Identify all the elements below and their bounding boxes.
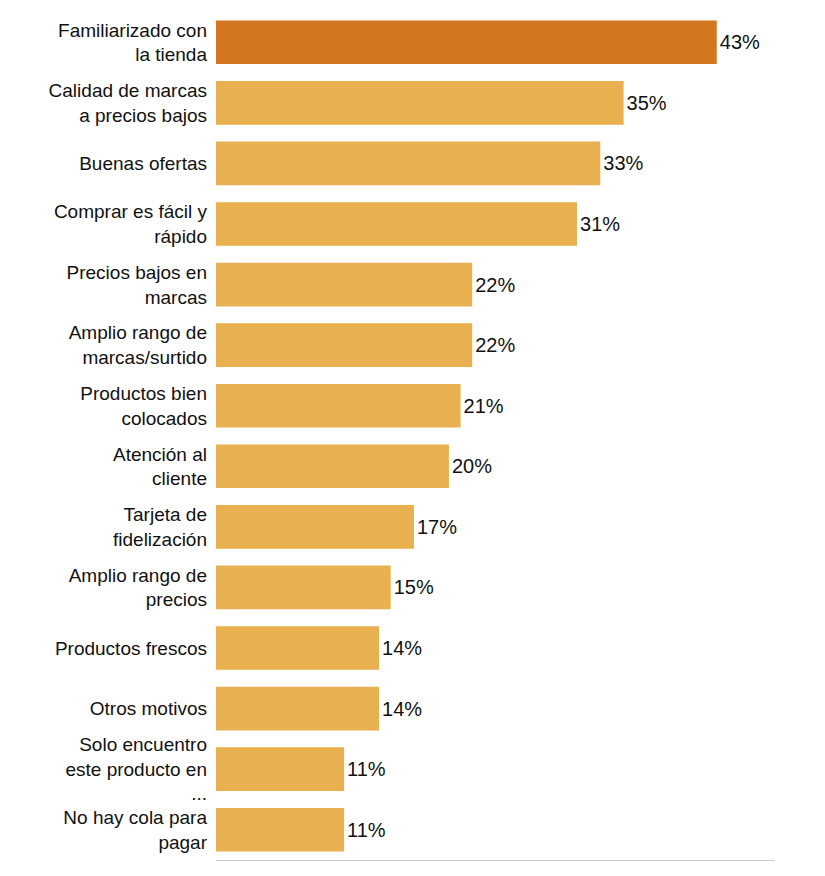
svg-text:Precios bajos enmarcas: Precios bajos enmarcas bbox=[67, 262, 207, 308]
svg-text:Amplio rango demarcas/surtido: Amplio rango demarcas/surtido bbox=[69, 322, 207, 368]
svg-text:20%: 20% bbox=[452, 455, 492, 477]
svg-text:14%: 14% bbox=[382, 698, 422, 720]
svg-text:31%: 31% bbox=[580, 213, 620, 235]
svg-text:43%: 43% bbox=[720, 31, 760, 53]
svg-text:Otros motivos: Otros motivos bbox=[90, 698, 207, 719]
svg-text:No hay cola parapagar: No hay cola parapagar bbox=[63, 807, 207, 853]
svg-text:Productos frescos: Productos frescos bbox=[55, 638, 207, 659]
svg-text:11%: 11% bbox=[347, 758, 386, 780]
svg-text:22%: 22% bbox=[475, 274, 515, 296]
svg-text:Tarjeta defidelización: Tarjeta defidelización bbox=[113, 504, 207, 550]
svg-text:14%: 14% bbox=[382, 637, 422, 659]
svg-text:17%: 17% bbox=[417, 516, 457, 538]
svg-text:Calidad de marcasa precios baj: Calidad de marcasa precios bajos bbox=[49, 80, 207, 126]
svg-text:Atención alcliente: Atención alcliente bbox=[113, 444, 207, 490]
svg-text:Comprar es fácil yrápido: Comprar es fácil yrápido bbox=[54, 201, 208, 247]
svg-text:Buenas ofertas: Buenas ofertas bbox=[79, 153, 207, 174]
svg-text:11%: 11% bbox=[347, 819, 386, 841]
svg-text:21%: 21% bbox=[464, 395, 504, 417]
svg-text:22%: 22% bbox=[475, 334, 515, 356]
svg-text:Familiarizado conla tienda: Familiarizado conla tienda bbox=[58, 20, 207, 66]
svg-text:Productos biencolocados: Productos biencolocados bbox=[80, 383, 207, 429]
svg-text:33%: 33% bbox=[603, 152, 643, 174]
svg-text:35%: 35% bbox=[627, 92, 667, 114]
svg-text:15%: 15% bbox=[394, 576, 434, 598]
svg-text:Solo encuentroeste producto en: Solo encuentroeste producto en... bbox=[65, 734, 207, 804]
svg-text:Amplio rango deprecios: Amplio rango deprecios bbox=[69, 565, 207, 611]
